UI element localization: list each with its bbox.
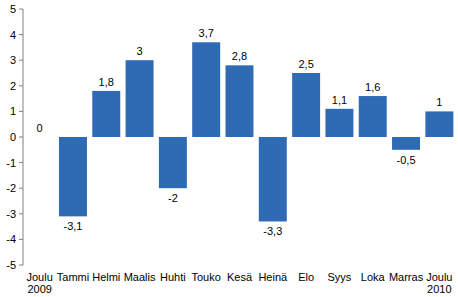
x-tick-label: Joulu2010 (426, 271, 452, 295)
y-tick (19, 111, 23, 112)
y-tick (19, 188, 23, 189)
x-tick-label: Kesä (227, 271, 253, 283)
x-tick-label: Loka (361, 271, 386, 283)
x-tick-label: Helmi (92, 271, 120, 283)
y-tick (19, 9, 23, 10)
y-tick-label: 5 (10, 3, 16, 15)
y-tick-label: 1 (10, 105, 16, 117)
data-label: -0,5 (397, 154, 416, 166)
bar (126, 60, 154, 137)
x-tick-label: Huhti (160, 271, 186, 283)
bar (325, 109, 353, 137)
y-tick (19, 265, 23, 266)
y-tick-label: 3 (10, 54, 16, 66)
y-tick-label: -3 (6, 208, 16, 220)
x-tick-label: Elo (298, 271, 314, 283)
y-tick-label: -4 (6, 233, 16, 245)
data-label: 1,1 (332, 94, 347, 106)
data-label: 3,7 (199, 27, 214, 39)
bar (359, 96, 387, 137)
bar (192, 42, 220, 137)
data-label: -3,3 (263, 225, 282, 237)
y-tick (19, 34, 23, 35)
x-tick-label: Touko (192, 271, 221, 283)
y-tick-label: 2 (10, 80, 16, 92)
bar (59, 137, 87, 216)
x-tick-label: Syys (328, 271, 352, 283)
bar (226, 65, 254, 137)
y-tick (19, 60, 23, 61)
y-tick-label: -1 (6, 157, 16, 169)
data-label: 1,8 (99, 76, 114, 88)
bar (292, 73, 320, 137)
data-label: -3,1 (63, 220, 82, 232)
y-tick (19, 85, 23, 86)
bar (392, 137, 420, 150)
y-tick-label: 0 (10, 131, 16, 143)
y-tick-label: -2 (6, 182, 16, 194)
data-label: 1,6 (365, 81, 380, 93)
data-label: -2 (168, 192, 178, 204)
y-tick-label: -5 (6, 259, 16, 271)
x-tick-label: Maalis (124, 271, 156, 283)
bar (92, 91, 120, 137)
data-label: 2,8 (232, 50, 247, 62)
x-tick-label: Joulu2009 (27, 271, 53, 295)
data-label: 0 (37, 122, 43, 134)
x-tick-label: Tammi (57, 271, 89, 283)
data-label: 2,5 (298, 58, 313, 70)
y-tick (19, 239, 23, 240)
bar (425, 111, 453, 137)
y-tick (19, 137, 23, 138)
bars (59, 42, 453, 221)
y-tick-label: 4 (10, 29, 16, 41)
chart: -5 -4 -3 -2 -1 0 1 2 3 4 5 0 -3,1 1,8 3 -2 3,7 2,8 -3,3 2,5… (0, 0, 458, 297)
data-label: 3 (137, 45, 143, 57)
y-tick (19, 213, 23, 214)
x-tick-label: Heinä (258, 271, 288, 283)
bar (26, 137, 54, 138)
data-label: 1 (436, 96, 442, 108)
y-tick (19, 162, 23, 163)
bar (159, 137, 187, 188)
x-tick-label: Marras (389, 271, 424, 283)
bar (259, 137, 287, 221)
